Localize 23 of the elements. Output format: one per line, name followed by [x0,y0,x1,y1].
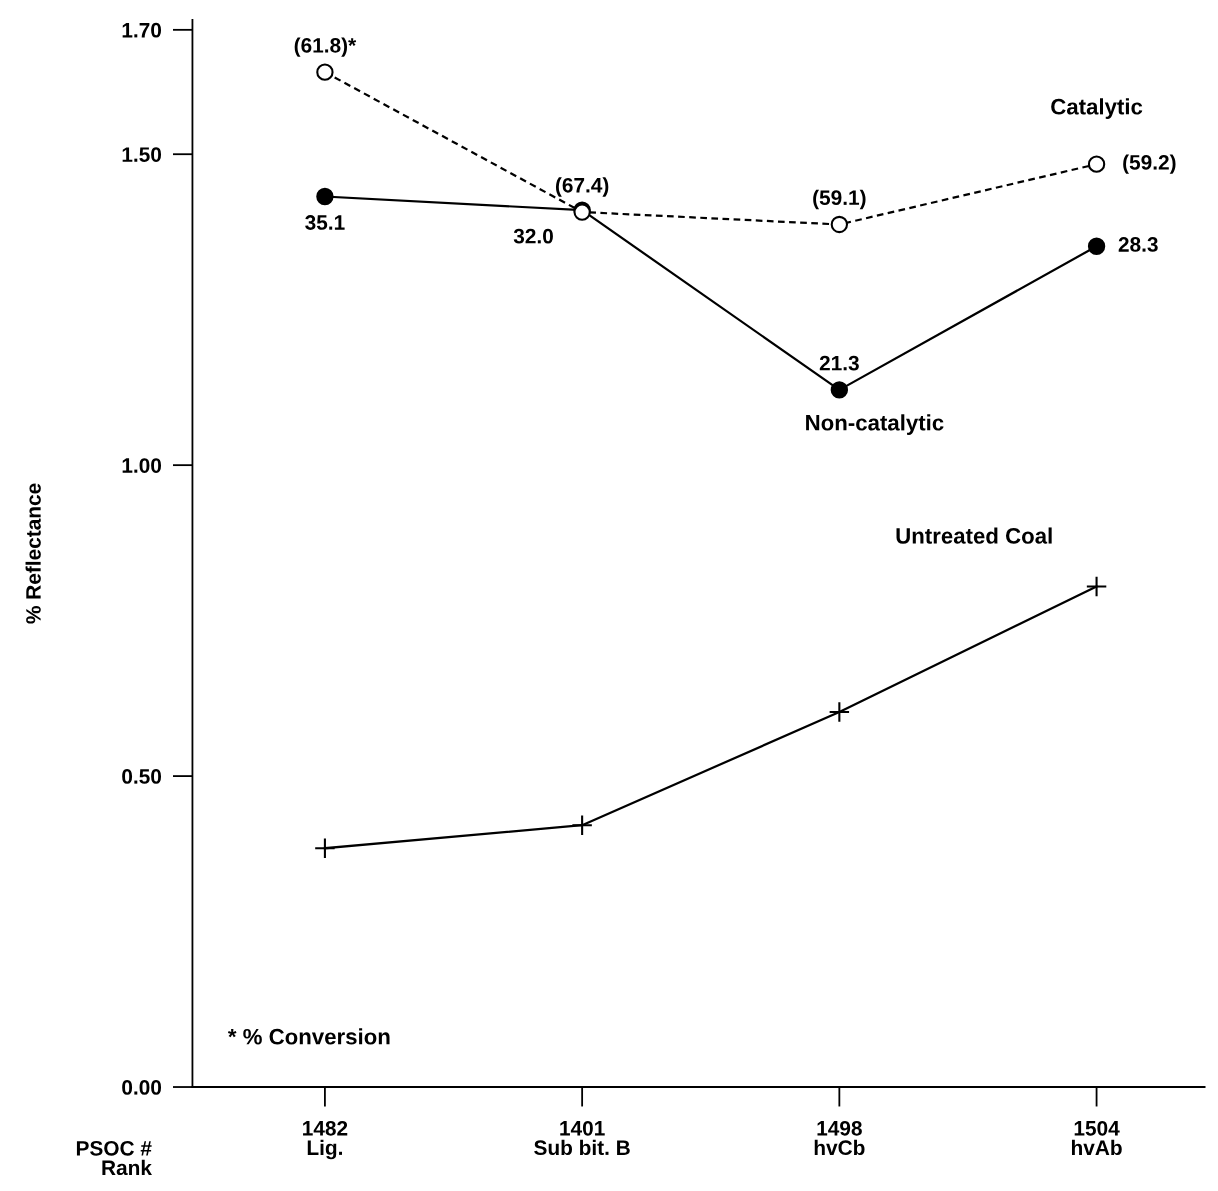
series-label: Non-catalytic [806,414,944,435]
x-axis-title: PSOC # Rank [76,1140,152,1176]
text: Catalytic [1051,98,1143,119]
annotation: (59.2) [1123,154,1176,174]
annotation: (61.8)* [294,37,357,57]
annotation: (67.4) [555,177,609,197]
annotation: 21.3 [819,355,859,371]
annotation: 28.3 [1118,237,1158,252]
x-tick-label: 1504 hvAb [1071,1120,1122,1156]
x-tick-label: 1401 Sub bit. B [534,1120,630,1156]
text: Untreated Coal [896,527,1052,544]
x-tick-label: 1482 Lig. [303,1120,348,1160]
y-tick-label: 1.00 [122,458,162,473]
y-axis-title: % Reflectance [25,483,41,624]
y-tick-label: 0.50 [122,769,162,784]
y-tick-label: 1.70 [122,22,162,38]
annotation: 35.1 [305,215,345,230]
annotation: 32.0 [513,228,553,244]
annotation: (59.1) [813,189,866,210]
y-tick-label: 0.00 [122,1080,162,1095]
y-tick-label: 1.50 [122,147,162,162]
annotation: * % Conversion [227,1028,390,1045]
x-tick-label: 1498 hvCb [814,1120,865,1156]
